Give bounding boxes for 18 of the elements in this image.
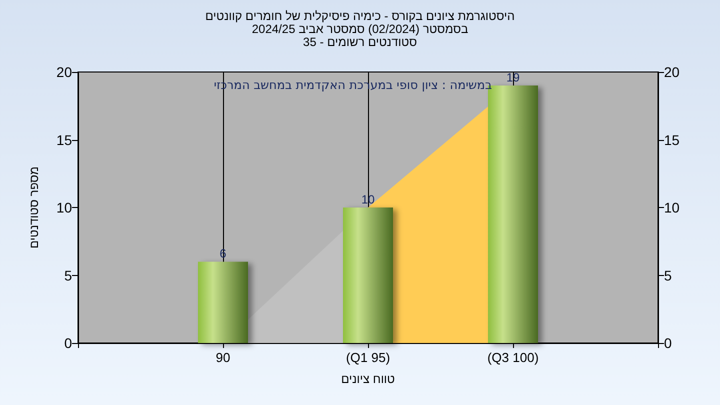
x-axis-title: טווח ציונים xyxy=(341,372,396,386)
text: בסמסטר (02/2024) סמסטר אביב 2024/25 xyxy=(252,22,468,36)
y-tick-label: 10 xyxy=(56,200,72,216)
y-axis-title: מספר סטודנטים xyxy=(27,166,41,249)
chart-title: היסטוגרמת ציונים בקורס - כימיה פיסיקלית של חומרים קוונטים xyxy=(204,9,516,23)
x-tick-label: 90 xyxy=(216,350,230,365)
y-tick-label: 15 xyxy=(56,132,72,148)
y-tick-label: 5 xyxy=(64,267,72,284)
x-tick-label: (Q3 100) xyxy=(487,350,539,365)
y-tick-label: 0 xyxy=(64,335,72,351)
y2-tick-label: 10 xyxy=(664,200,680,216)
y2-tick-label: 15 xyxy=(664,132,680,148)
y2-tick-label: 20 xyxy=(664,64,680,80)
x-tick-label: (Q1 95) xyxy=(346,350,390,365)
y2-tick-label: 0 xyxy=(664,335,672,351)
y-tick-label: 20 xyxy=(56,64,72,80)
text: סטודנטים רשומים - 35 xyxy=(303,35,417,49)
y2-tick-label: 5 xyxy=(664,267,672,284)
